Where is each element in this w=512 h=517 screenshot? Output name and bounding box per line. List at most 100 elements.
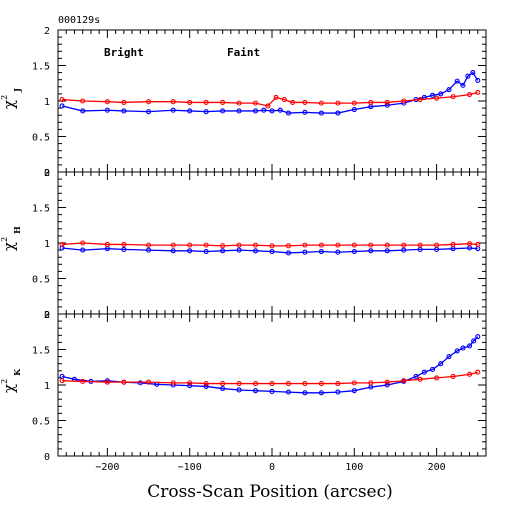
data-point <box>187 242 193 248</box>
series-faint <box>59 89 481 109</box>
data-point <box>104 379 110 385</box>
data-point <box>59 103 65 109</box>
y-tick-label: 1.5 <box>32 204 50 215</box>
data-point <box>368 380 374 386</box>
panel-1: 0 0.5 1 1.5 2 χ2J <box>0 26 487 179</box>
data-point <box>170 248 176 254</box>
data-point <box>203 99 209 105</box>
data-point <box>80 98 86 104</box>
panel-frame <box>57 313 487 457</box>
data-point <box>121 379 127 385</box>
data-point <box>220 99 226 105</box>
x-tick-label: −100 <box>178 462 202 473</box>
data-point <box>137 380 143 386</box>
data-point <box>302 99 308 105</box>
x-axis-label: Cross-Scan Position (arcsec) <box>147 482 393 502</box>
data-point <box>460 82 466 88</box>
data-point <box>454 348 460 354</box>
panel-2: 0 0.5 1 1.5 2 χ2H <box>0 168 487 321</box>
y-axis-label: χ2K <box>0 368 22 393</box>
x-tick-label: 0 <box>269 462 275 473</box>
data-point <box>236 242 242 248</box>
data-point <box>466 371 473 377</box>
data-point <box>351 242 357 248</box>
data-point <box>236 387 242 393</box>
data-point <box>384 99 390 105</box>
data-point <box>145 242 152 248</box>
data-point <box>203 383 209 389</box>
data-point <box>285 381 292 387</box>
data-point <box>470 70 476 76</box>
data-point <box>475 77 481 83</box>
data-point <box>318 248 324 255</box>
y-tick-label: 2 <box>44 310 50 321</box>
data-point <box>121 246 127 252</box>
series-faint <box>59 369 481 387</box>
data-point <box>170 380 176 386</box>
data-point <box>384 242 390 248</box>
data-point <box>104 107 110 113</box>
series-bright <box>59 70 481 116</box>
data-point <box>220 248 226 254</box>
data-point <box>335 381 341 387</box>
data-point <box>203 109 209 115</box>
data-point <box>80 247 86 253</box>
data-point <box>438 91 444 97</box>
y-tick-label: 2 <box>44 168 50 179</box>
data-point <box>413 373 419 380</box>
data-point <box>220 381 226 387</box>
data-point <box>285 389 292 395</box>
series-bright <box>59 334 481 396</box>
data-point <box>318 110 324 116</box>
data-point <box>434 95 440 101</box>
data-point <box>401 242 407 248</box>
data-point <box>450 373 456 380</box>
data-point <box>318 390 324 396</box>
data-point <box>351 380 357 386</box>
chart-stamp: 000129s <box>58 15 100 26</box>
data-point <box>170 107 176 113</box>
panel-3: 0 0.5 1 1.5 2 χ2K −200 −100 0 100 200 <box>0 310 487 473</box>
data-point <box>252 388 259 394</box>
data-point <box>145 247 152 253</box>
data-point <box>285 243 292 249</box>
series-line-faint <box>62 91 478 107</box>
y-tick-label: 1 <box>44 239 50 250</box>
series-line-bright <box>62 247 478 254</box>
data-point <box>121 108 127 114</box>
data-point <box>236 381 242 387</box>
y-axis-label: χ2J <box>0 88 22 109</box>
legend-bright: Bright <box>104 46 144 59</box>
data-point <box>80 378 86 385</box>
data-point <box>434 242 440 248</box>
data-point <box>450 94 456 100</box>
data-point <box>450 241 456 247</box>
data-point <box>460 345 466 351</box>
data-point <box>59 241 65 247</box>
data-point <box>285 250 292 256</box>
data-point <box>471 338 477 344</box>
data-point <box>454 78 460 84</box>
data-point <box>302 390 308 396</box>
data-point <box>438 361 444 367</box>
data-point <box>417 242 423 248</box>
data-point <box>269 381 275 387</box>
data-point <box>318 100 324 106</box>
data-point <box>236 100 242 106</box>
y-tick-label: 1.5 <box>32 62 50 73</box>
y-tick-label: 0 <box>44 310 50 321</box>
data-point <box>475 241 481 247</box>
data-point <box>384 248 390 254</box>
y-tick-label: 1 <box>44 381 50 392</box>
data-point <box>187 380 193 386</box>
y-tick-label: 1.5 <box>32 346 50 357</box>
data-point <box>335 242 341 248</box>
data-point <box>401 378 407 384</box>
data-point <box>318 381 324 387</box>
data-point <box>429 366 436 372</box>
data-point <box>252 108 259 114</box>
data-point <box>220 243 226 249</box>
data-point <box>145 109 152 115</box>
data-point <box>446 354 452 360</box>
